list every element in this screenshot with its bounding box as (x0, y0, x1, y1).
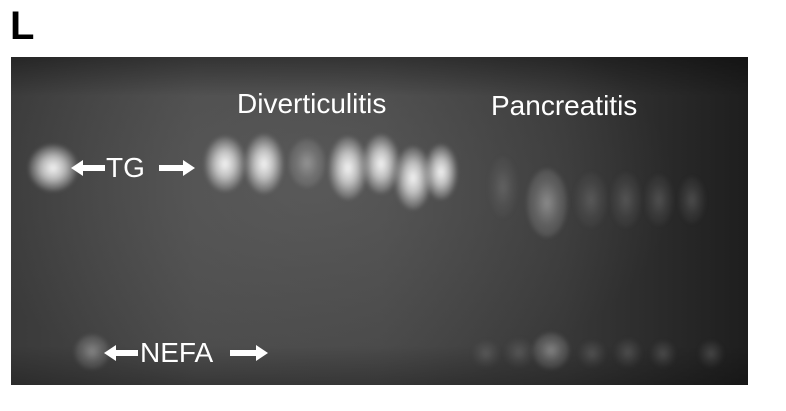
nefa-band-pancreatitis-3 (533, 333, 569, 369)
tg-band-diverticulitis-3 (289, 139, 325, 187)
double-headed-arrow-icon (230, 345, 268, 361)
tg-band-pancreatitis-5 (645, 175, 673, 225)
tg-band-diverticulitis-7 (425, 145, 457, 199)
nefa-band-pancreatitis-2 (505, 339, 533, 367)
tg-band-pancreatitis-1 (489, 157, 517, 217)
tg-band-reference (29, 145, 77, 191)
tg-band-pancreatitis-2 (527, 169, 567, 237)
nefa-band-pancreatitis-7 (699, 341, 723, 367)
marker-label-nefa: NEFA (140, 337, 214, 368)
nefa-band-pancreatitis-5 (615, 339, 641, 367)
tg-band-pancreatitis-3 (575, 173, 607, 227)
tg-band-diverticulitis-5 (363, 135, 399, 193)
tg-band-diverticulitis-4 (329, 137, 367, 199)
tlc-plate-image: Diverticulitis Pancreatitis TG NEFA (11, 57, 748, 385)
double-headed-arrow-icon (104, 345, 138, 361)
group-label-pancreatitis: Pancreatitis (491, 90, 638, 121)
nefa-band-reference (75, 335, 109, 369)
tg-band-diverticulitis-2 (245, 135, 283, 193)
panel-letter: L (10, 4, 35, 48)
double-headed-arrow-icon (71, 160, 105, 176)
tg-band-pancreatitis-6 (679, 177, 705, 223)
group-label-diverticulitis: Diverticulitis (237, 88, 387, 119)
nefa-band-pancreatitis-4 (579, 341, 605, 367)
nefa-band-pancreatitis-1 (473, 341, 499, 367)
nefa-band-pancreatitis-6 (651, 341, 675, 367)
tg-band-pancreatitis-4 (611, 173, 641, 227)
marker-label-tg: TG (106, 152, 145, 183)
double-headed-arrow-icon (159, 160, 195, 176)
tg-band-diverticulitis-1 (205, 137, 245, 191)
